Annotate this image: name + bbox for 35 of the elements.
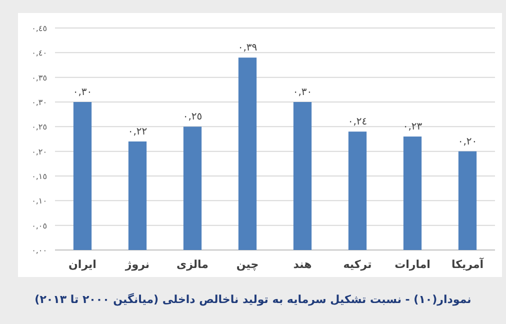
bar: [458, 151, 477, 250]
y-tick-label: ٠,٠٥: [32, 221, 47, 230]
y-tick-label: ٠,٣٠: [32, 98, 47, 107]
data-label: ٠,٢٠: [458, 136, 478, 148]
data-label: ٠,٢٤: [348, 116, 368, 128]
x-tick-label: امارات: [394, 258, 430, 271]
data-label: ٠,٢٢: [128, 126, 148, 138]
y-tick-label: ٠,١٠: [32, 196, 47, 206]
y-tick-label: ٠,١٥: [32, 172, 47, 181]
x-tick-label: هند: [293, 258, 312, 271]
bar: [238, 58, 257, 250]
bar: [128, 141, 147, 250]
data-label: ٠,٣٩: [238, 42, 258, 54]
y-tick-label: ٠,٠٠: [32, 246, 47, 255]
y-tick-label: ٠,٢٥: [32, 122, 47, 132]
data-label: ٠,٢٥: [182, 112, 202, 123]
x-tick-label: مالزی: [176, 258, 208, 271]
bar: [403, 136, 422, 250]
data-label: ٠,٣٠: [72, 87, 92, 98]
x-tick-label: نروژ: [124, 258, 150, 271]
bar: [183, 126, 202, 250]
x-tick-label: ترکیه: [343, 258, 372, 271]
y-tick-label: ٠,٢٠: [32, 147, 47, 156]
text: نمودار(١٠) - نسبت تشکیل سرمایه به تولید ناخالص داخلی (میانگین ٢٠٠٠ تا ٢٠١٣): [34, 293, 472, 306]
y-tick-label: ٠,٣٥: [32, 73, 47, 82]
data-label: ٠,٢٣: [402, 122, 423, 133]
y-tick-label: ٠,٤٥: [32, 24, 47, 33]
x-tick-label: چین: [236, 258, 259, 271]
x-tick-label: ایران: [68, 258, 96, 271]
y-tick-label: ٠,٤٠: [32, 48, 47, 58]
data-label: ٠,٣٠: [292, 87, 312, 98]
bar: [73, 102, 92, 250]
x-tick-label: آمریکا: [451, 257, 484, 271]
bar: [293, 102, 312, 250]
bar: [348, 132, 367, 250]
